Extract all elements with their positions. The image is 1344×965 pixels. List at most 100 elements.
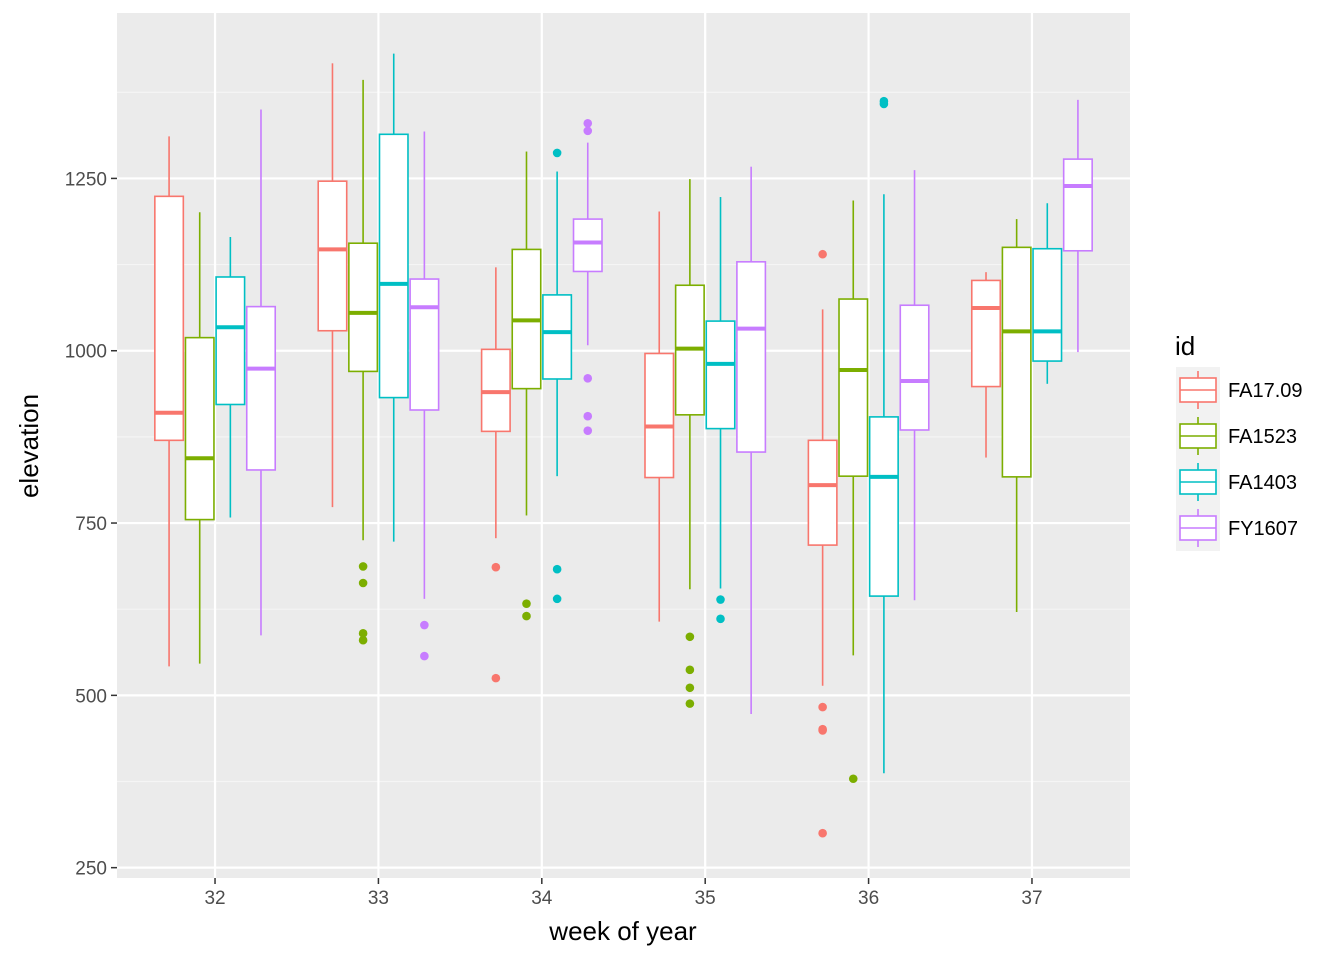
outlier-point bbox=[879, 99, 889, 109]
box-iqr bbox=[1062, 158, 1093, 252]
outlier-point bbox=[583, 373, 593, 383]
outlier-point bbox=[358, 635, 368, 645]
y-tick-label: 1000 bbox=[65, 342, 107, 363]
x-axis-title: week of year bbox=[548, 916, 697, 946]
box-FA17.09-week-37 bbox=[970, 272, 1002, 458]
axes-layer: 250 500 750 1000 1250 32 33 34 35 36 37 bbox=[65, 169, 1043, 909]
outlier-point bbox=[818, 726, 827, 735]
box-FA1403-week-32 bbox=[215, 237, 246, 518]
plot-panel bbox=[117, 13, 1130, 878]
outlier-point bbox=[583, 426, 593, 435]
box-iqr bbox=[868, 416, 899, 597]
box-FA1523-week-32 bbox=[184, 212, 215, 664]
outlier-point bbox=[716, 614, 725, 624]
box-iqr bbox=[154, 195, 185, 442]
box-FY1607-week-36 bbox=[899, 170, 930, 601]
box-iqr bbox=[348, 242, 379, 373]
outlier-point bbox=[848, 774, 858, 784]
y-tick-label: 750 bbox=[75, 514, 107, 535]
box-FA1523-week-37 bbox=[1001, 219, 1032, 612]
box-FA1523-week-35 bbox=[674, 179, 705, 708]
box-iqr bbox=[184, 336, 215, 521]
outlier-point bbox=[583, 126, 593, 136]
legend-label: FA1403 bbox=[1228, 472, 1297, 494]
legend-item-FA1403: FA1403 bbox=[1176, 459, 1297, 505]
outlier-point bbox=[552, 564, 562, 574]
x-tick-label: 35 bbox=[695, 888, 716, 909]
outlier-point bbox=[420, 620, 429, 630]
outlier-point bbox=[491, 562, 501, 572]
x-tick-label: 36 bbox=[858, 888, 879, 909]
box-iqr bbox=[409, 278, 440, 411]
box-iqr bbox=[245, 305, 277, 471]
box-FA1523-week-36 bbox=[838, 200, 869, 784]
box-FY1607-week-37 bbox=[1062, 99, 1093, 353]
legend-title: id bbox=[1175, 331, 1195, 361]
outlier-point bbox=[491, 673, 501, 683]
legend-item-FY1607: FY1607 bbox=[1176, 505, 1298, 551]
box-iqr bbox=[705, 320, 736, 430]
box-FA1403-week-33 bbox=[378, 53, 409, 542]
box-FY1607-week-35 bbox=[736, 166, 767, 714]
box-iqr bbox=[572, 218, 603, 273]
outlier-point bbox=[716, 595, 725, 604]
y-axis-title: elevation bbox=[14, 394, 44, 498]
box-FY1607-week-34 bbox=[572, 118, 603, 435]
box-iqr bbox=[215, 276, 246, 406]
outlier-point bbox=[420, 651, 429, 661]
box-iqr bbox=[736, 261, 767, 453]
outlier-point bbox=[358, 562, 368, 571]
box-FA1403-week-36 bbox=[868, 96, 899, 774]
legend-label: FY1607 bbox=[1228, 518, 1298, 540]
box-FA1403-week-34 bbox=[542, 148, 573, 604]
box-iqr bbox=[807, 439, 838, 546]
legend-label: FA1523 bbox=[1228, 426, 1297, 448]
box-FA17.09-week-35 bbox=[644, 211, 675, 622]
box-iqr bbox=[317, 180, 348, 332]
box-iqr bbox=[542, 294, 573, 380]
outlier-point bbox=[685, 683, 695, 693]
box-FA1523-week-34 bbox=[511, 151, 542, 621]
outlier-point bbox=[583, 118, 593, 128]
outlier-point bbox=[552, 148, 562, 158]
box-FA1523-week-33 bbox=[348, 79, 379, 645]
outlier-point bbox=[685, 699, 695, 708]
x-tick-label: 33 bbox=[368, 888, 389, 909]
outlier-point bbox=[522, 611, 531, 621]
box-FA17.09-week-36 bbox=[807, 249, 838, 838]
box-iqr bbox=[838, 298, 869, 477]
outlier-point bbox=[583, 411, 593, 421]
box-iqr bbox=[970, 279, 1002, 388]
outlier-point bbox=[522, 599, 531, 608]
x-tick-label: 32 bbox=[204, 888, 225, 909]
box-FA1403-week-37 bbox=[1032, 203, 1063, 384]
box-iqr bbox=[899, 304, 930, 431]
legend: id FA17.09 FA1523 FA1403 FY1607 bbox=[1175, 331, 1303, 551]
box-FA1403-week-35 bbox=[705, 197, 736, 624]
legend-item-FA1523: FA1523 bbox=[1176, 413, 1297, 459]
y-tick-label: 1250 bbox=[65, 169, 107, 190]
legend-item-FA17.09: FA17.09 bbox=[1176, 367, 1303, 413]
box-iqr bbox=[1032, 247, 1063, 362]
box-FY1607-week-32 bbox=[245, 109, 277, 636]
box-iqr bbox=[378, 133, 409, 399]
outlier-point bbox=[552, 594, 562, 604]
box-FY1607-week-33 bbox=[409, 131, 440, 661]
y-tick-label: 500 bbox=[75, 686, 107, 707]
box-FA17.09-week-33 bbox=[317, 63, 348, 508]
x-tick-label: 37 bbox=[1021, 888, 1042, 909]
y-tick-label: 250 bbox=[75, 859, 107, 880]
legend-label: FA17.09 bbox=[1228, 380, 1303, 402]
outlier-point bbox=[818, 249, 827, 259]
boxes-layer bbox=[154, 53, 1093, 838]
box-FA17.09-week-32 bbox=[154, 136, 185, 667]
outlier-point bbox=[818, 828, 827, 838]
outlier-point bbox=[685, 665, 695, 675]
x-tick-label: 34 bbox=[531, 888, 553, 909]
box-iqr bbox=[1001, 246, 1032, 478]
outlier-point bbox=[358, 629, 368, 638]
outlier-point bbox=[818, 702, 827, 712]
outlier-point bbox=[685, 632, 695, 642]
